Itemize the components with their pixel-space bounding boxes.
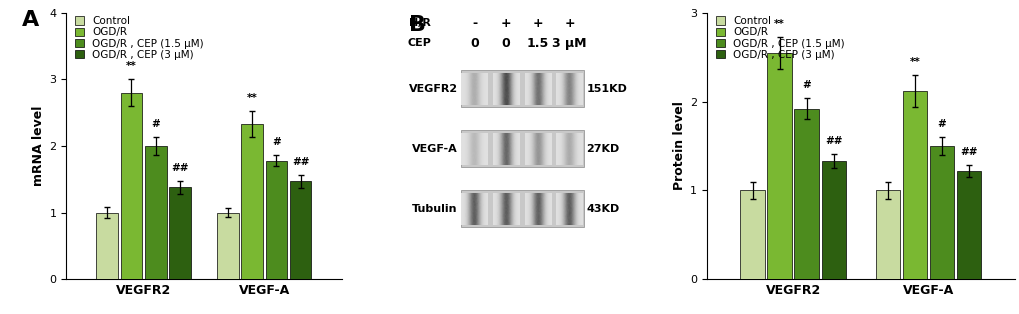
Bar bbox=[461, 190, 583, 227]
Bar bbox=[794, 109, 818, 279]
Text: 1.5: 1.5 bbox=[527, 37, 548, 50]
Text: #: # bbox=[936, 119, 946, 129]
Text: Tubulin: Tubulin bbox=[412, 204, 458, 214]
Bar bbox=[289, 181, 311, 279]
Text: -: - bbox=[472, 17, 477, 30]
Text: VEGF-A: VEGF-A bbox=[412, 144, 458, 154]
Text: B: B bbox=[409, 15, 426, 35]
Text: 27KD: 27KD bbox=[586, 144, 620, 154]
Bar bbox=[97, 213, 118, 279]
Text: #: # bbox=[151, 119, 160, 129]
Legend: Control, OGD/R, OGD/R , CEP (1.5 μM), OGD/R , CEP (3 μM): Control, OGD/R, OGD/R , CEP (1.5 μM), OG… bbox=[714, 15, 845, 61]
Text: 0: 0 bbox=[470, 37, 479, 50]
Text: #: # bbox=[802, 80, 810, 90]
Text: ##: ## bbox=[171, 163, 189, 173]
Text: **: ** bbox=[247, 93, 258, 103]
Text: A: A bbox=[22, 10, 40, 30]
Text: +: + bbox=[500, 17, 512, 30]
Bar bbox=[461, 70, 583, 107]
Text: VEGFR2: VEGFR2 bbox=[409, 84, 458, 94]
Text: +: + bbox=[532, 17, 543, 30]
Text: ##: ## bbox=[824, 136, 842, 146]
Text: 43KD: 43KD bbox=[586, 204, 620, 214]
Bar bbox=[902, 91, 926, 279]
Bar bbox=[740, 191, 764, 279]
Bar bbox=[217, 213, 238, 279]
Text: 3 μM: 3 μM bbox=[552, 37, 586, 50]
Text: 0: 0 bbox=[501, 37, 511, 50]
Text: CEP: CEP bbox=[407, 38, 430, 48]
Bar bbox=[874, 191, 899, 279]
Text: ##: ## bbox=[291, 157, 309, 167]
Text: 151KD: 151KD bbox=[586, 84, 627, 94]
Legend: Control, OGD/R, OGD/R , CEP (1.5 μM), OGD/R , CEP (3 μM): Control, OGD/R, OGD/R , CEP (1.5 μM), OG… bbox=[74, 15, 205, 61]
Text: **: ** bbox=[126, 61, 137, 71]
Bar bbox=[120, 93, 143, 279]
Bar bbox=[145, 146, 166, 279]
Text: **: ** bbox=[909, 57, 919, 67]
Bar bbox=[461, 130, 583, 167]
Text: +: + bbox=[564, 17, 575, 30]
Text: **: ** bbox=[773, 19, 785, 29]
Bar bbox=[265, 161, 287, 279]
Text: ##: ## bbox=[959, 147, 977, 157]
Bar bbox=[928, 146, 953, 279]
Bar bbox=[242, 124, 263, 279]
Y-axis label: mRNA level: mRNA level bbox=[33, 106, 45, 186]
Bar bbox=[169, 187, 191, 279]
Bar bbox=[820, 161, 845, 279]
Text: #: # bbox=[272, 137, 280, 147]
Bar bbox=[956, 171, 980, 279]
Bar bbox=[766, 53, 791, 279]
Text: H/R: H/R bbox=[409, 18, 430, 28]
Y-axis label: Protein level: Protein level bbox=[672, 101, 685, 191]
